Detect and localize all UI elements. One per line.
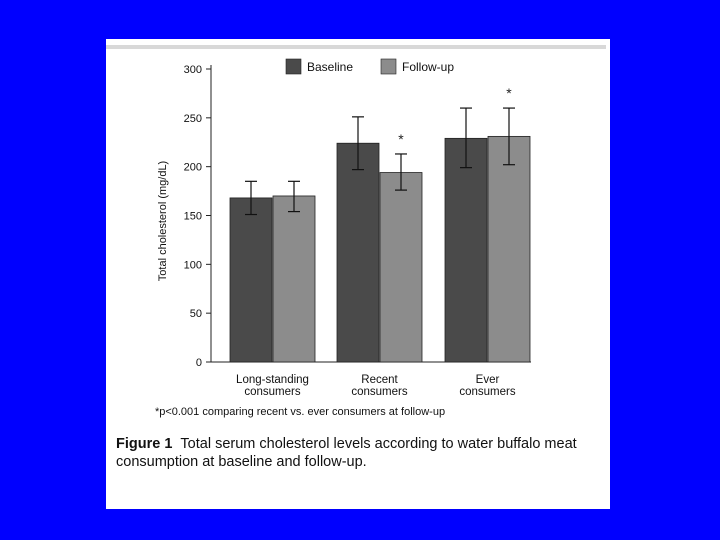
y-axis-label: Total cholesterol (mg/dL) (157, 161, 169, 281)
y-tick-label: 0 (196, 357, 202, 369)
y-tick-label: 50 (190, 308, 202, 320)
x-tick-label: consumers (459, 386, 515, 398)
significance-asterisk: * (398, 131, 404, 147)
y-tick-label: 200 (184, 162, 202, 174)
bar-baseline (336, 142, 380, 363)
legend-swatch-followup (380, 58, 397, 75)
significance-asterisk: * (506, 85, 512, 101)
y-tick-label: 100 (184, 259, 202, 271)
bar-followup (379, 172, 423, 363)
y-axis-label-group: Total cholesterol (mg/dL) (157, 161, 169, 281)
bar-baseline (444, 137, 488, 363)
significance-markers: ** (398, 85, 512, 147)
y-tick-label: 150 (184, 211, 202, 223)
bar-chart: Total cholesterol (mg/dL) 0 50 100 150 200 25… (106, 45, 606, 418)
x-tick-label: Recent (361, 374, 398, 386)
x-tick-labels: Long-standingconsumersRecentconsumersEve… (236, 374, 516, 398)
figure-label: Figure 1 (116, 436, 173, 452)
figure-caption: Figure 1 Total serum cholesterol levels a… (116, 435, 596, 471)
y-tick-label: 300 (184, 64, 202, 76)
top-border (106, 45, 606, 49)
legend-label-baseline: Baseline (307, 60, 353, 74)
footnote: *p<0.001 comparing recent vs. ever consu… (155, 406, 445, 418)
x-tick-label: consumers (351, 386, 407, 398)
figure-card: Total cholesterol (mg/dL) 0 50 100 150 200 25… (106, 39, 610, 509)
bar-baseline (229, 197, 273, 363)
error-bars (245, 107, 515, 216)
y-tick-label: 250 (184, 113, 202, 125)
figure-caption-text: Total serum cholesterol levels according… (116, 436, 577, 470)
x-tick-label: Long-standing (236, 374, 309, 386)
legend-label-followup: Follow-up (402, 60, 454, 74)
bar-followup (487, 135, 531, 363)
x-tick-label: Ever (476, 374, 500, 386)
legend: Baseline Follow-up (285, 58, 454, 75)
bars (229, 135, 531, 363)
bar-followup (272, 195, 316, 363)
x-tick-label: consumers (244, 386, 300, 398)
legend-swatch-baseline (285, 58, 302, 75)
